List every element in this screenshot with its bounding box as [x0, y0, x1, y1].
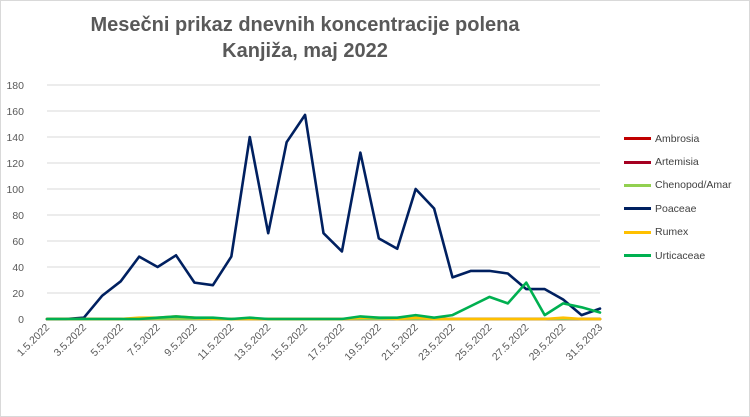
x-tick-label: 7.5.2022: [125, 322, 162, 359]
chart-title-block: Mesečni prikaz dnevnih koncentracije pol…: [0, 12, 610, 64]
chart-subtitle: Kanjiža, maj 2022: [222, 40, 388, 62]
legend-item: Artemisia: [624, 150, 748, 173]
y-tick-label: 160: [6, 106, 24, 118]
legend-label: Artemisia: [655, 156, 699, 169]
legend-label: Rumex: [655, 226, 689, 239]
legend-item: Rumex: [624, 221, 748, 244]
x-tick-label: 9.5.2022: [162, 322, 199, 359]
x-tick-label: 11.5.2022: [195, 322, 236, 363]
legend-label: Poaceae: [655, 202, 697, 215]
y-tick-label: 140: [6, 132, 24, 144]
x-tick-label: 17.5.2022: [306, 322, 348, 364]
legend-label: Chenopod/Amar: [655, 179, 732, 192]
legend-swatch: [624, 230, 651, 234]
x-tick-label: 29.5.2022: [527, 322, 569, 364]
legend-item: Poaceae: [624, 197, 748, 220]
chart-title: Mesečni prikaz dnevnih koncentracije pol…: [90, 14, 520, 36]
x-tick-label: 27.5.2022: [490, 322, 532, 364]
legend-item: Urticaceae: [624, 244, 748, 267]
series-line-poaceae: [45, 113, 602, 321]
y-tick-label: 100: [6, 184, 24, 196]
y-tick-label: 40: [12, 262, 24, 274]
x-tick-label: 15.5.2022: [269, 322, 311, 364]
series-line-urticaceae: [45, 281, 602, 321]
y-tick-label: 80: [12, 210, 24, 222]
x-tick-label: 19.5.2022: [342, 322, 384, 364]
y-tick-label: 120: [6, 158, 24, 170]
y-tick-label: 60: [12, 236, 24, 248]
y-tick-label: 20: [12, 288, 24, 300]
legend-item: Chenopod/Amar: [624, 174, 748, 197]
legend-item: Ambrosia: [624, 127, 748, 150]
x-tick-label: 31.5.2023: [564, 322, 606, 364]
legend-swatch: [624, 137, 651, 141]
x-tick-label: 23.5.2022: [416, 322, 458, 364]
x-tick-label: 3.5.2022: [52, 322, 89, 359]
x-tick-label: 1.5.2022: [15, 322, 52, 359]
legend-swatch: [624, 207, 651, 211]
y-tick-label: 0: [18, 314, 24, 326]
x-tick-label: 21.5.2022: [379, 322, 421, 364]
legend-swatch: [624, 183, 651, 187]
x-tick-label: 25.5.2022: [453, 322, 495, 364]
x-tick-label: 13.5.2022: [232, 322, 274, 364]
legend-label: Urticaceae: [655, 249, 706, 262]
chart-legend: Ambrosia Artemisia Chenopod/Amar Poaceae Rum…: [624, 127, 748, 267]
legend-swatch: [624, 160, 651, 164]
legend-swatch: [624, 254, 651, 258]
x-tick-label: 5.5.2022: [88, 322, 125, 359]
y-tick-label: 180: [6, 80, 24, 92]
legend-label: Ambrosia: [655, 132, 700, 145]
